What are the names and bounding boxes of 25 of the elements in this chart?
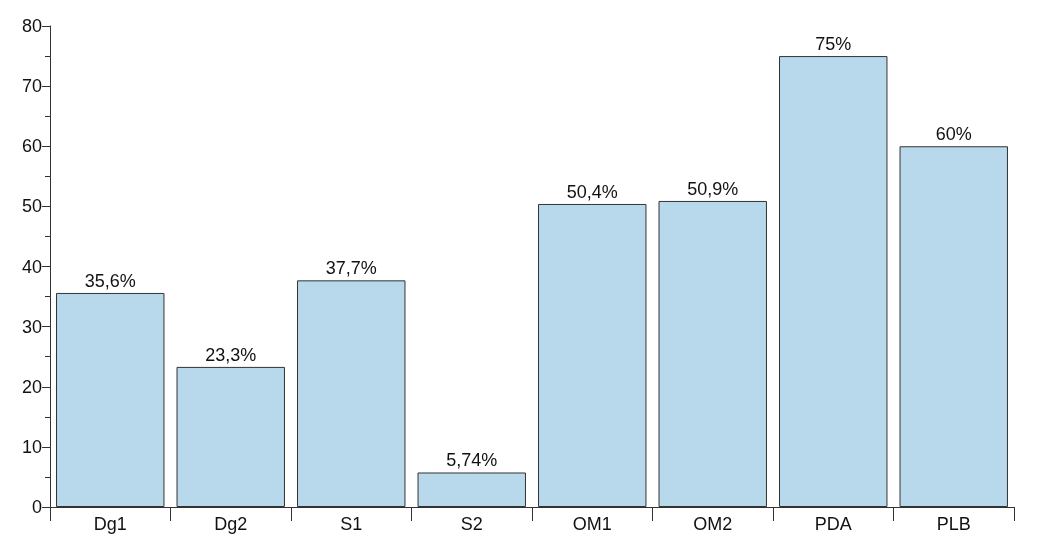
data-label: 23,3%	[205, 344, 257, 365]
data-label: 37,7%	[325, 258, 377, 279]
data-label: 50,9%	[687, 178, 739, 199]
x-tick-label: OM2	[693, 514, 733, 534]
x-tick-label: Dg1	[93, 514, 127, 534]
y-tick-label: 70	[21, 76, 42, 97]
data-label: 50,4%	[566, 181, 618, 202]
x-tick-label: Dg2	[214, 514, 248, 534]
y-tick-label: 0	[31, 497, 42, 517]
y-tick-label: 40	[21, 256, 42, 277]
data-label: 5,74%	[446, 450, 498, 471]
data-label: 75%	[815, 34, 852, 55]
x-tick-label: PLB	[936, 514, 971, 534]
x-tick-label: OM1	[572, 514, 612, 534]
y-tick-label: 50	[21, 196, 42, 217]
x-tick-label: S1	[340, 514, 363, 534]
x-tick-label: PDA	[814, 514, 852, 534]
x-tick-label: S2	[460, 514, 483, 534]
y-tick-label: 30	[21, 316, 42, 337]
data-label: 35,6%	[84, 270, 136, 291]
y-tick-label: 60	[21, 136, 42, 157]
y-tick-label: 80	[21, 16, 42, 36]
y-tick-label: 20	[21, 376, 42, 397]
y-tick-label: 10	[21, 436, 42, 457]
data-label: 60%	[935, 124, 972, 145]
